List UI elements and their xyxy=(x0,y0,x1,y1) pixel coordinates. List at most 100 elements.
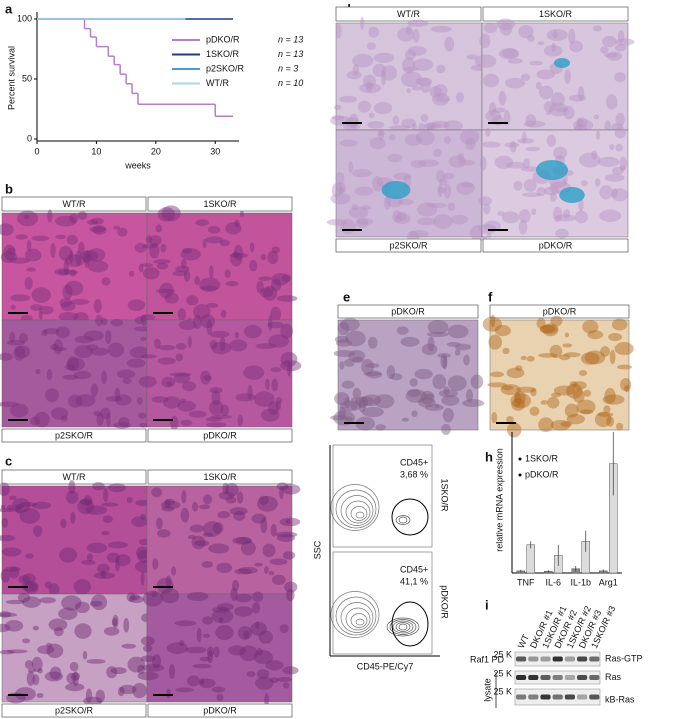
tissue-texture xyxy=(442,408,454,423)
micrograph xyxy=(1,485,148,595)
tissue-texture xyxy=(430,25,452,33)
label-box xyxy=(1,196,147,212)
x-tick-label: Arg1 xyxy=(599,577,618,587)
tissue-texture xyxy=(478,196,492,206)
image-label: 1SKO/R xyxy=(203,199,237,209)
band xyxy=(516,694,527,700)
panel-label: e xyxy=(343,289,350,304)
tissue-texture xyxy=(160,500,181,510)
tissue-texture xyxy=(165,575,172,587)
tissue-texture xyxy=(552,206,563,223)
tissue-texture xyxy=(438,389,458,398)
tissue-texture xyxy=(555,107,568,112)
tissue-texture xyxy=(485,127,491,137)
tissue-texture xyxy=(101,277,111,286)
tissue-texture xyxy=(87,260,109,273)
tissue-texture xyxy=(440,354,448,369)
tissue-texture xyxy=(339,95,357,103)
tissue-texture xyxy=(74,345,93,359)
tissue-texture xyxy=(420,390,435,405)
micrograph xyxy=(481,22,629,131)
tissue-texture xyxy=(126,358,146,368)
tissue-texture xyxy=(470,374,484,389)
tissue-texture xyxy=(614,342,634,356)
tissue-texture xyxy=(576,117,583,131)
tissue-texture xyxy=(499,22,513,36)
tissue-texture xyxy=(39,597,56,604)
legend-note: n = 3 xyxy=(278,63,298,73)
tissue-texture xyxy=(443,385,450,396)
tissue-texture xyxy=(22,573,36,584)
tissue-texture xyxy=(127,656,146,673)
tissue-texture xyxy=(34,411,50,428)
tissue-texture xyxy=(23,214,30,220)
tissue-texture xyxy=(551,392,562,398)
tissue-texture xyxy=(60,415,68,422)
tissue-texture xyxy=(183,269,191,282)
tissue-texture xyxy=(443,184,452,199)
band xyxy=(540,656,551,662)
contour xyxy=(345,500,371,524)
tissue-texture xyxy=(140,655,156,662)
tissue-texture xyxy=(52,346,68,352)
x-tick-label: 20 xyxy=(151,146,161,156)
tissue-texture xyxy=(66,672,77,684)
tissue-texture xyxy=(268,401,279,415)
tissue-texture xyxy=(218,491,235,500)
tissue-texture xyxy=(177,308,187,321)
tissue-texture xyxy=(101,502,119,507)
tissue-texture xyxy=(187,675,201,687)
tissue-texture xyxy=(74,623,92,639)
tissue-texture xyxy=(523,120,546,128)
tissue-texture xyxy=(243,324,262,339)
tissue-texture xyxy=(487,232,492,239)
tissue-texture xyxy=(401,118,417,128)
tissue-texture xyxy=(411,410,418,418)
tissue-texture xyxy=(198,678,216,689)
band xyxy=(552,694,563,700)
tissue-texture xyxy=(61,595,82,611)
tissue-texture xyxy=(441,394,460,406)
tissue-texture xyxy=(67,394,83,408)
legend-note: n = 13 xyxy=(278,34,303,44)
tissue-texture xyxy=(619,166,626,171)
tissue-texture xyxy=(225,496,237,504)
band xyxy=(528,694,539,700)
micrograph xyxy=(481,129,629,238)
tissue-texture xyxy=(496,18,515,31)
tissue-texture xyxy=(420,114,429,123)
tissue-texture xyxy=(90,217,104,225)
tissue-texture xyxy=(456,181,475,195)
tissue-texture xyxy=(485,110,502,122)
tissue-texture xyxy=(392,115,400,126)
tissue-texture xyxy=(569,40,584,53)
tissue-texture xyxy=(186,591,209,602)
tissue-texture xyxy=(433,148,442,157)
tissue-texture xyxy=(285,519,291,524)
tissue-texture xyxy=(19,508,41,524)
tissue-texture xyxy=(175,265,190,273)
tissue-texture xyxy=(279,517,301,527)
tissue-texture xyxy=(73,578,91,595)
band xyxy=(564,675,575,680)
tissue-texture xyxy=(73,371,92,380)
tissue-texture xyxy=(198,504,211,510)
tissue-texture xyxy=(122,378,132,384)
tissue-texture xyxy=(132,683,147,699)
tissue-texture xyxy=(229,339,248,352)
tissue-texture xyxy=(363,372,382,377)
tissue-texture xyxy=(74,335,94,344)
tissue-texture xyxy=(83,696,103,706)
tissue-texture xyxy=(482,316,502,332)
tissue-texture xyxy=(334,392,350,406)
tissue-texture xyxy=(594,411,612,428)
tissue-texture xyxy=(93,410,102,417)
contour xyxy=(330,484,380,531)
contour xyxy=(392,620,414,634)
tissue-texture xyxy=(29,416,41,426)
tissue-texture xyxy=(247,384,253,400)
tissue-texture xyxy=(366,42,376,50)
legend-dot xyxy=(518,473,522,477)
tissue-texture xyxy=(53,339,64,355)
tissue-texture xyxy=(70,672,81,681)
